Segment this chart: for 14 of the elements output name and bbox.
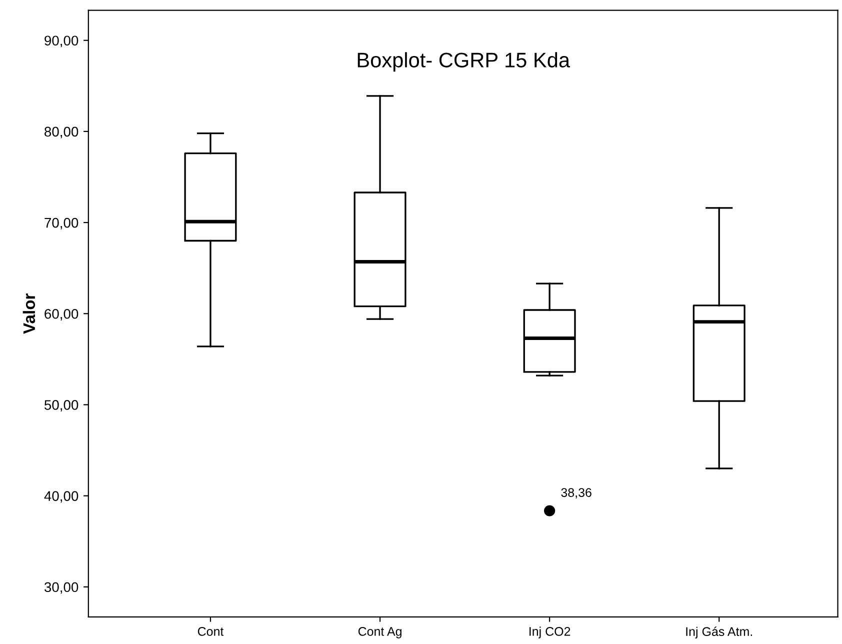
text: Boxplot- CGRP 15 Kda — [358, 52, 570, 72]
y-tick-label: 30,00 — [44, 582, 78, 594]
y-axis-title: Valor — [22, 293, 36, 334]
y-tick-label: 90,00 — [44, 36, 78, 48]
y-tick-label: 70,00 — [44, 218, 78, 230]
x-tick-label: Cont — [198, 627, 224, 636]
y-tick-label: 40,00 — [44, 491, 78, 503]
annotation: 38,36 — [561, 488, 592, 498]
x-tick-label: Inj CO2 — [530, 626, 570, 638]
y-tick-label: 60,00 — [44, 308, 78, 320]
x-tick-label: Inj Gás Atm. — [686, 626, 752, 638]
y-tick-label: 50,00 — [44, 400, 78, 412]
y-tick-label: 80,00 — [44, 126, 78, 138]
x-tick-label: Cont Ag — [358, 627, 402, 638]
